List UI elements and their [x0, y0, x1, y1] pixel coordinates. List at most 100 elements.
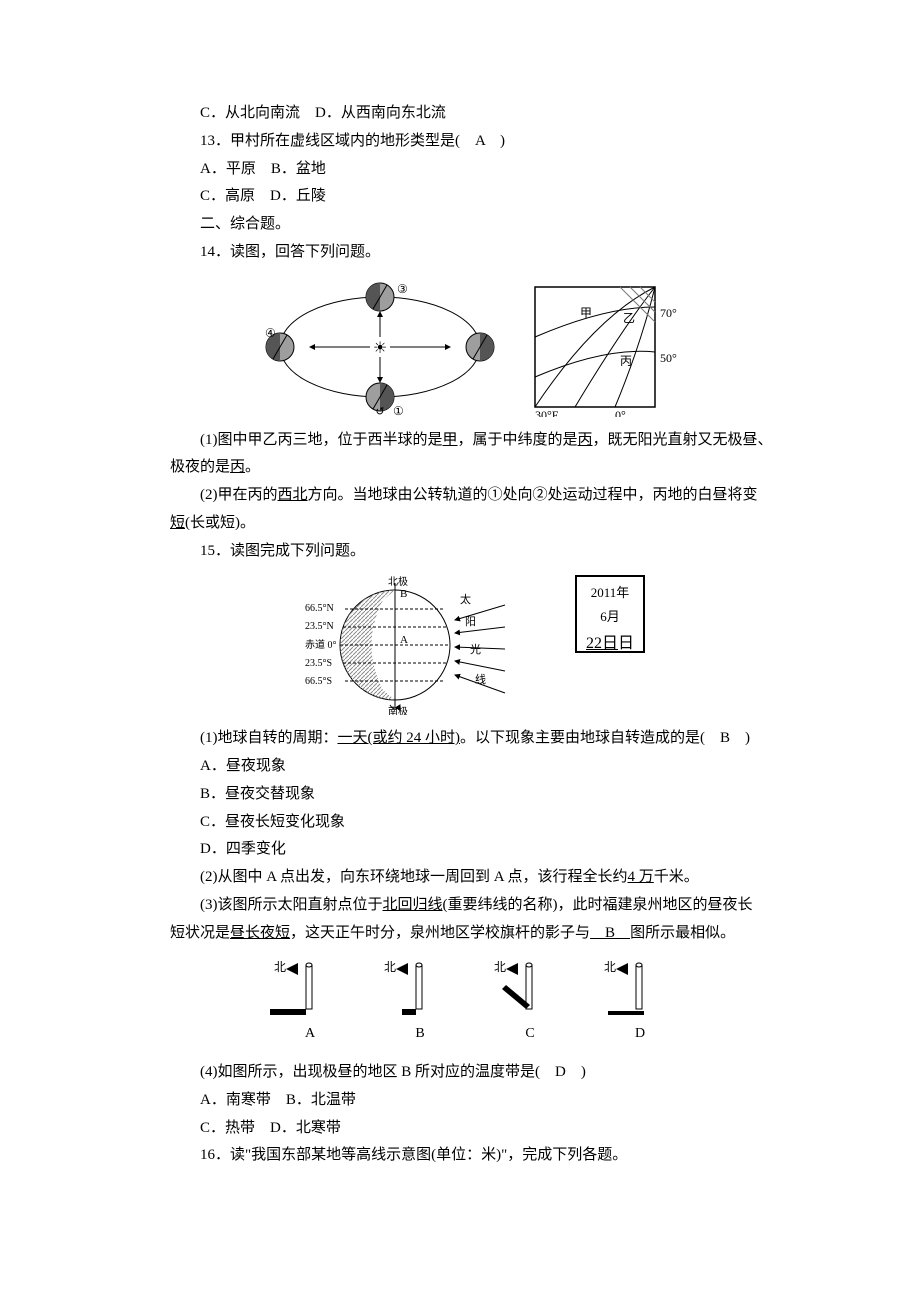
q13-opt-a: A．平原 — [200, 161, 256, 177]
svg-text:70°: 70° — [660, 306, 677, 320]
svg-text:北: 北 — [274, 960, 286, 974]
q15-p3-a: (3)该图所示太阳直射点位于 — [200, 897, 383, 913]
svg-text:23.5°S: 23.5°S — [305, 658, 332, 669]
svg-text:③: ③ — [397, 282, 408, 296]
flagpole-c: 北 C — [490, 959, 570, 1047]
sun-icon: ☀ — [373, 340, 387, 357]
q14-p1-ans3: 丙 — [230, 459, 245, 475]
svg-text:66.5°S: 66.5°S — [305, 676, 332, 687]
svg-text:光: 光 — [470, 642, 481, 656]
q15-p1-opt-d: D．四季变化 — [170, 836, 780, 864]
svg-text:线: 线 — [475, 672, 486, 686]
cal-month: 6月 — [600, 605, 620, 629]
q15-p3-cont: 短状况是昼长夜短，这天正午时分，泉州地区学校旗杆的影子与 B 图所示最相似。 — [170, 920, 780, 948]
flagpole-b: 北 B — [380, 959, 460, 1047]
svg-text:太: 太 — [460, 593, 471, 606]
q15-p3-e: 图所示最相似。 — [630, 925, 735, 941]
q15-p3-ans3: B — [590, 925, 630, 941]
svg-text:赤道 0°: 赤道 0° — [305, 638, 337, 651]
q14-stem: 14．读图，回答下列问题。 — [170, 239, 780, 267]
q13-opt-c: C．高原 — [200, 188, 255, 204]
svg-text:乙: 乙 — [623, 311, 635, 325]
globe-1: ↺ ① — [366, 383, 404, 417]
cal-day: 22日 — [586, 635, 618, 652]
q15-p2-ans: 4 万 — [628, 869, 654, 885]
svg-text:北: 北 — [494, 960, 506, 974]
q12-opt-c: C．从北向南流 — [200, 105, 300, 121]
svg-text:A: A — [400, 634, 408, 646]
cal-year: 2011年 — [591, 581, 630, 605]
flagpole-a: 北 A — [270, 959, 350, 1047]
q14-p1-ans1: 甲 — [443, 432, 458, 448]
q15-p1-opt-b: B．昼夜交替现象 — [170, 781, 780, 809]
q14-p2-c: (长或短)。 — [185, 515, 255, 531]
globe-2: ② — [466, 333, 495, 361]
orbit-diagram: ☀ ↺ ① ② ③ — [265, 277, 495, 417]
q14-p1-ans2: 丙 — [578, 432, 593, 448]
q14-p1-d: 极夜的是 — [170, 459, 230, 475]
svg-text:北: 北 — [604, 960, 616, 974]
q14-p2-ans1: 西北 — [278, 487, 308, 503]
q15-p1-a: (1)地球自转的周期： — [200, 730, 338, 746]
q15-p4-opt-c: C．热带 — [200, 1120, 255, 1136]
svg-text:①: ① — [393, 404, 404, 417]
q15-p3-c: 短状况是 — [170, 925, 230, 941]
q14-p2-cont: 短(长或短)。 — [170, 510, 780, 538]
q14-p1-e: 。 — [245, 459, 260, 475]
q15-p2-b: 千米。 — [654, 869, 699, 885]
q15-p3: (3)该图所示太阳直射点位于北回归线(重要纬线的名称)，此时福建泉州地区的昼夜长 — [170, 892, 780, 920]
q14-figures: ☀ ↺ ① ② ③ — [170, 277, 780, 417]
q14-p1-a: (1)图中甲乙丙三地，位于西半球的是 — [200, 432, 443, 448]
q15-p3-ans2: 昼长夜短 — [230, 925, 290, 941]
q13-opts-cd: C．高原 D．丘陵 — [170, 183, 780, 211]
svg-text:丙: 丙 — [620, 354, 632, 368]
q14-p2: (2)甲在丙的西北方向。当地球由公转轨道的①处向②处运动过程中，丙地的白昼将变 — [170, 482, 780, 510]
svg-text:23.5°N: 23.5°N — [305, 621, 334, 632]
q13-opt-d: D．丘陵 — [270, 188, 326, 204]
svg-text:↺: ↺ — [375, 406, 384, 417]
q15-p3-d: ，这天正午时分，泉州地区学校旗杆的影子与 — [290, 925, 590, 941]
q15-p1-ans: 一天(或约 24 小时) — [338, 730, 461, 746]
q14-p2-ans2: 短 — [170, 515, 185, 531]
q15-p1: (1)地球自转的周期：一天(或约 24 小时)。以下现象主要由地球自转造成的是(… — [170, 725, 780, 753]
svg-text:66.5°N: 66.5°N — [305, 603, 334, 614]
q15-stem: 15．读图完成下列问题。 — [170, 538, 780, 566]
q15-p4-stem: (4)如图所示，出现极昼的地区 B 所对应的温度带是( D ) — [170, 1059, 780, 1087]
svg-text:50°: 50° — [660, 351, 677, 365]
svg-text:30°E: 30°E — [535, 408, 559, 417]
q14-p2-a: (2)甲在丙的 — [200, 487, 278, 503]
q15-p3-b: (重要纬线的名称)，此时福建泉州地区的昼夜长 — [443, 897, 753, 913]
sunlight-globe: 北极 南极 66.5°N 23.5°N 赤道 0° 23.5°S 66.5°S … — [305, 575, 545, 715]
q15-p1-opt-a: A．昼夜现象 — [170, 753, 780, 781]
flagpole-row: 北 A 北 B 北 C 北 — [170, 959, 780, 1047]
q14-p1-c: ，既无阳光直射又无极昼、 — [593, 432, 773, 448]
q13-opt-b: B．盆地 — [271, 161, 326, 177]
q15-p4-opt-a: A．南寒带 — [200, 1092, 271, 1108]
q15-p3-ans1: 北回归线 — [383, 897, 443, 913]
q15-p1-opt-c: C．昼夜长短变化现象 — [170, 809, 780, 837]
q13-stem: 13．甲村所在虚线区域内的地形类型是( A ) — [170, 128, 780, 156]
q16-stem: 16．读"我国东部某地等高线示意图(单位：米)"，完成下列各题。 — [170, 1142, 780, 1170]
q13-opts-ab: A．平原 B．盆地 — [170, 156, 780, 184]
q15-p2: (2)从图中 A 点出发，向东环绕地球一周回到 A 点，该行程全长约4 万千米。 — [170, 864, 780, 892]
svg-text:阳: 阳 — [465, 615, 476, 628]
svg-text:北: 北 — [384, 960, 396, 974]
q14-p1-b: ，属于中纬度的是 — [458, 432, 578, 448]
q15-figures: 北极 南极 66.5°N 23.5°N 赤道 0° 23.5°S 66.5°S … — [170, 575, 780, 715]
svg-text:0°: 0° — [615, 408, 626, 417]
svg-text:甲: 甲 — [580, 306, 592, 320]
q15-p4-opts-ab: A．南寒带 B．北温带 — [170, 1087, 780, 1115]
svg-text:B: B — [400, 588, 407, 600]
q15-p1-b: 。以下现象主要由地球自转造成的是( B ) — [460, 730, 750, 746]
calendar-box: 2011年 6月 22日日 — [575, 575, 645, 653]
globe-3: ③ — [366, 282, 408, 311]
q14-p1: (1)图中甲乙丙三地，位于西半球的是甲，属于中纬度的是丙，既无阳光直射又无极昼、 — [170, 427, 780, 455]
q12-opts-cd: C．从北向南流 D．从西南向东北流 — [170, 100, 780, 128]
q15-p4-opt-d: D．北寒带 — [270, 1120, 341, 1136]
flagpole-d: 北 D — [600, 959, 680, 1047]
q14-p2-b: 方向。当地球由公转轨道的①处向②处运动过程中，丙地的白昼将变 — [308, 487, 758, 503]
grid-diagram: 甲 乙 丙 70° 50° 30°E 0° — [525, 277, 685, 417]
section2-header: 二、综合题。 — [170, 211, 780, 239]
q12-opt-d: D．从西南向东北流 — [315, 105, 446, 121]
svg-text:④: ④ — [265, 326, 276, 340]
